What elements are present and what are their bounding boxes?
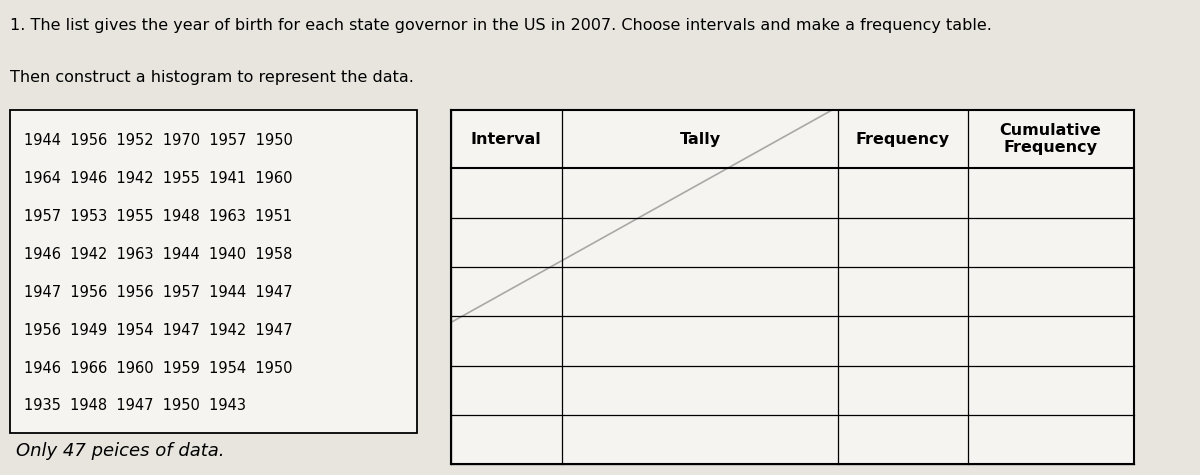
Text: Interval: Interval (470, 132, 541, 147)
Text: 1. The list gives the year of birth for each state governor in the US in 2007. C: 1. The list gives the year of birth for … (11, 18, 992, 33)
Text: Frequency: Frequency (856, 132, 950, 147)
Text: 1956  1949  1954  1947  1942  1947: 1956 1949 1954 1947 1942 1947 (24, 323, 293, 338)
Text: 1946  1942  1963  1944  1940  1958: 1946 1942 1963 1944 1940 1958 (24, 247, 293, 262)
Text: 1947  1956  1956  1957  1944  1947: 1947 1956 1956 1957 1944 1947 (24, 285, 293, 300)
Text: 1946  1966  1960  1959  1954  1950: 1946 1966 1960 1959 1954 1950 (24, 361, 293, 376)
Text: Cumulative
Frequency: Cumulative Frequency (1000, 123, 1102, 155)
Text: Tally: Tally (679, 132, 720, 147)
Text: 1935  1948  1947  1950  1943: 1935 1948 1947 1950 1943 (24, 399, 246, 413)
Text: Then construct a histogram to represent the data.: Then construct a histogram to represent … (11, 70, 414, 85)
Text: 1944  1956  1952  1970  1957  1950: 1944 1956 1952 1970 1957 1950 (24, 133, 293, 148)
Text: 1957  1953  1955  1948  1963  1951: 1957 1953 1955 1948 1963 1951 (24, 209, 293, 224)
Text: 1964  1946  1942  1955  1941  1960: 1964 1946 1942 1955 1941 1960 (24, 171, 293, 186)
Text: Only 47 peices of data.: Only 47 peices of data. (16, 442, 224, 460)
